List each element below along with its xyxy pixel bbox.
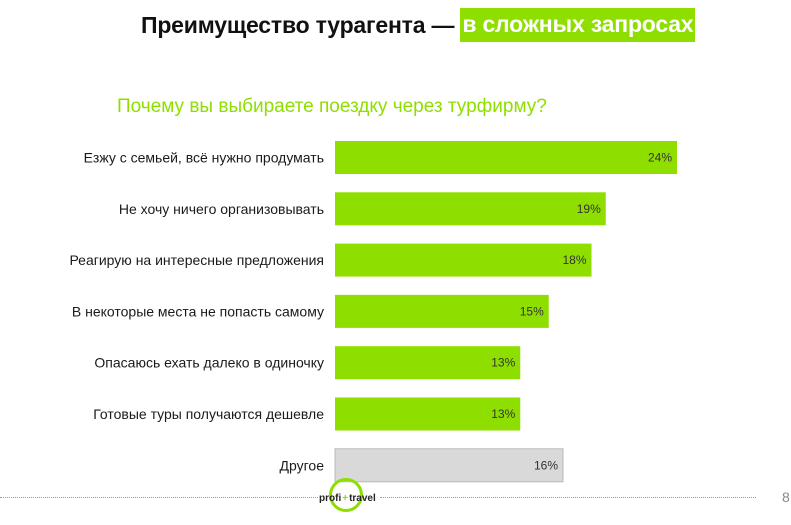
bar — [335, 243, 592, 277]
logo-ring-icon — [329, 478, 363, 512]
value-label: 18% — [562, 253, 586, 267]
logo-text-left: profi — [319, 492, 342, 504]
logo-text-right: travel — [349, 492, 376, 504]
value-label: 13% — [491, 356, 515, 370]
page-number: 8 — [782, 489, 790, 505]
bar — [335, 346, 521, 380]
footer-divider-right — [380, 497, 756, 498]
bar — [335, 141, 677, 174]
value-label: 24% — [648, 151, 672, 165]
logo-plus: + — [342, 492, 349, 504]
value-label: 13% — [491, 407, 515, 421]
slide-title: Преимущество турагента — в сложных запро… — [141, 8, 696, 42]
bar — [334, 448, 564, 483]
category-label: Не хочу ничего организовывать — [119, 201, 324, 217]
category-label: В некоторые места не попасть самому — [72, 303, 324, 319]
category-label: Другое — [280, 457, 325, 473]
category-label: Езжу с семьей, всё нужно продумать — [84, 150, 324, 166]
title-highlight: в сложных запросах — [460, 8, 696, 42]
category-label: Опасаюсь ехать далеко в одиночку — [94, 355, 324, 371]
footer-divider-left — [0, 497, 318, 498]
category-label: Реагирую на интересные предложения — [69, 252, 324, 268]
chart-title: Почему вы выбираете поездку через турфир… — [117, 96, 547, 117]
bar-chart: Езжу с семьей, всё нужно продумать 24% Не … — [69, 141, 677, 483]
bar — [335, 192, 606, 226]
brand-logo: profi + travel — [319, 487, 376, 509]
bar — [335, 294, 549, 328]
title-main: Преимущество турагента — — [141, 11, 455, 38]
value-label: 16% — [534, 458, 558, 472]
value-label: 15% — [520, 304, 544, 318]
category-label: Готовые туры получаются дешевле — [93, 406, 324, 422]
value-label: 19% — [577, 202, 601, 216]
bar — [335, 397, 521, 431]
